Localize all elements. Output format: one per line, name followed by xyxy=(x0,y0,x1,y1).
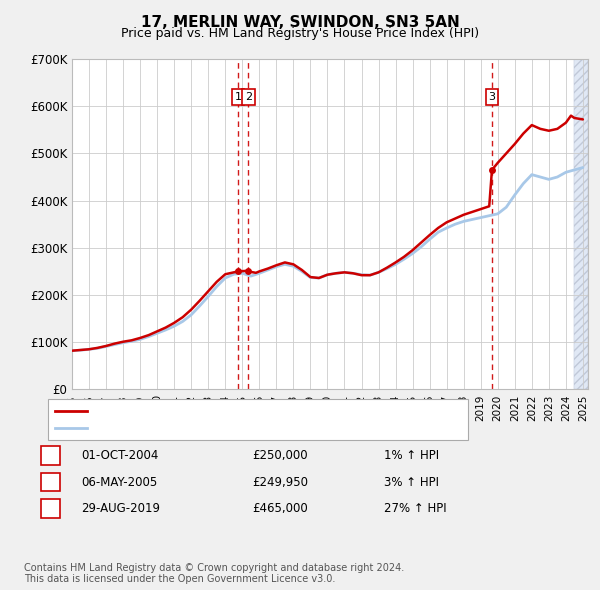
Text: 3: 3 xyxy=(47,502,54,515)
Text: £465,000: £465,000 xyxy=(252,502,308,515)
Text: £250,000: £250,000 xyxy=(252,449,308,462)
Bar xyxy=(574,59,588,389)
Text: £249,950: £249,950 xyxy=(252,476,308,489)
Text: 01-OCT-2004: 01-OCT-2004 xyxy=(81,449,158,462)
Text: 2: 2 xyxy=(47,476,54,489)
Text: 29-AUG-2019: 29-AUG-2019 xyxy=(81,502,160,515)
Text: 17, MERLIN WAY, SWINDON, SN3 5AN: 17, MERLIN WAY, SWINDON, SN3 5AN xyxy=(140,15,460,30)
Bar xyxy=(574,59,588,389)
Text: HPI: Average price, detached house, Swindon: HPI: Average price, detached house, Swin… xyxy=(91,423,345,433)
Text: 06-MAY-2005: 06-MAY-2005 xyxy=(81,476,157,489)
Text: Contains HM Land Registry data © Crown copyright and database right 2024.: Contains HM Land Registry data © Crown c… xyxy=(24,563,404,573)
Text: 2: 2 xyxy=(245,92,252,102)
Text: Price paid vs. HM Land Registry's House Price Index (HPI): Price paid vs. HM Land Registry's House … xyxy=(121,27,479,40)
Text: This data is licensed under the Open Government Licence v3.0.: This data is licensed under the Open Gov… xyxy=(24,574,335,584)
Text: 3% ↑ HPI: 3% ↑ HPI xyxy=(384,476,439,489)
Text: 1% ↑ HPI: 1% ↑ HPI xyxy=(384,449,439,462)
Text: 1: 1 xyxy=(235,92,242,102)
Text: 27% ↑ HPI: 27% ↑ HPI xyxy=(384,502,446,515)
Text: 1: 1 xyxy=(47,449,54,462)
Text: 17, MERLIN WAY, SWINDON, SN3 5AN (detached house): 17, MERLIN WAY, SWINDON, SN3 5AN (detach… xyxy=(91,406,402,416)
Text: 3: 3 xyxy=(488,92,496,102)
